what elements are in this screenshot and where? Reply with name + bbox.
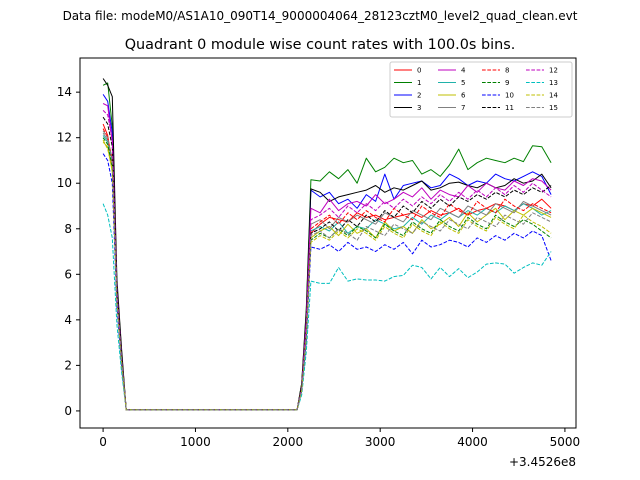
y-axis: 0 2 4 6 8 10 12 14 <box>57 85 80 418</box>
legend-label-8: 8 <box>505 67 509 75</box>
legend-label-7: 7 <box>461 104 465 112</box>
legend-label-6: 6 <box>461 92 466 100</box>
legend-label-13: 13 <box>549 79 558 87</box>
x-tick-label-1: 1000 <box>180 435 211 449</box>
axes-frame <box>79 57 577 429</box>
x-tick-label-0: 0 <box>99 435 107 449</box>
y-tick-label-0: 0 <box>64 404 72 418</box>
legend-label-15: 15 <box>549 104 558 112</box>
legend-label-3: 3 <box>417 104 421 112</box>
legend-label-4: 4 <box>461 67 466 75</box>
y-tick-label-2: 4 <box>64 313 72 327</box>
y-tick-label-4: 8 <box>64 222 72 236</box>
legend-label-9: 9 <box>505 79 509 87</box>
y-tick-label-1: 2 <box>64 358 72 372</box>
y-tick-label-5: 10 <box>57 176 72 190</box>
series-line-15 <box>102 130 552 411</box>
legend-label-5: 5 <box>461 79 465 87</box>
y-tick-label-7: 14 <box>57 85 72 99</box>
x-offset-label: +3.4526e8 <box>509 455 576 469</box>
chart-title: Quadrant 0 module wise count rates with … <box>125 37 516 53</box>
x-axis: 0 1000 2000 3000 4000 5000 <box>99 428 580 449</box>
x-tick-label-3: 3000 <box>365 435 396 449</box>
legend-frame <box>389 61 573 118</box>
y-tick-label-6: 12 <box>57 131 72 145</box>
x-tick-label-4: 4000 <box>457 435 488 449</box>
y-tick-label-3: 6 <box>64 267 72 281</box>
figure-suptitle: Data file: modeM0/AS1A10_090T14_90000040… <box>63 9 578 23</box>
legend-label-12: 12 <box>549 67 558 75</box>
x-tick-label-2: 2000 <box>273 435 304 449</box>
legend-label-1: 1 <box>417 79 421 87</box>
legend-label-11: 11 <box>505 104 514 112</box>
plot-lines <box>102 78 552 411</box>
legend-label-10: 10 <box>505 92 514 100</box>
legend-label-0: 0 <box>417 67 421 75</box>
legend-label-2: 2 <box>417 92 421 100</box>
legend-label-14: 14 <box>549 92 558 100</box>
x-tick-label-5: 5000 <box>550 435 581 449</box>
